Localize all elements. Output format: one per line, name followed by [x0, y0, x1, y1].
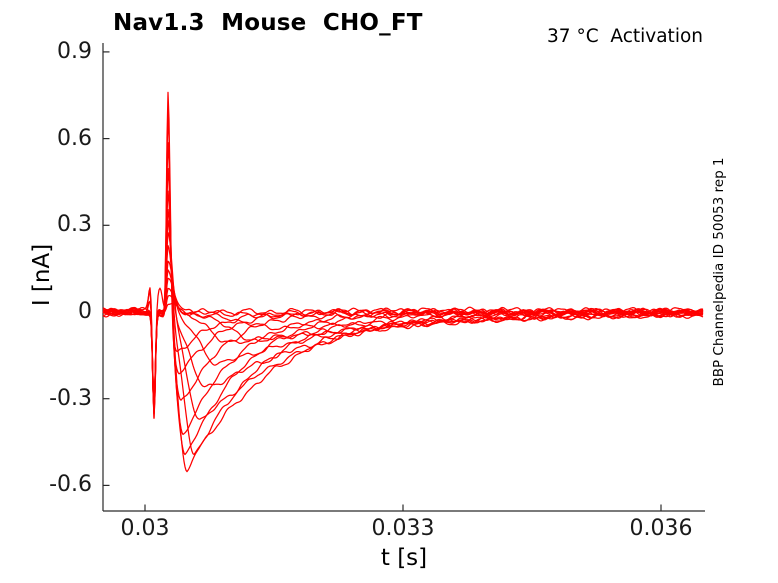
y-tick-label: 0.6: [57, 125, 92, 151]
trace-path: [102, 244, 704, 410]
trace-path: [102, 277, 703, 400]
x-tick-label: 0.033: [371, 516, 435, 541]
chart-title: Nav1.3 Mouse CHO_FT: [113, 10, 423, 36]
x-tick-label: 0.03: [120, 516, 170, 541]
trace-path: [102, 142, 704, 415]
y-tick-label: 0.9: [57, 38, 92, 64]
watermark-label: BBP Channelpedia ID 50053 rep 1: [711, 157, 727, 387]
trace-path: [102, 260, 704, 402]
current-traces: [102, 91, 704, 473]
x-axis-label: t [s]: [380, 545, 428, 571]
trace-path: [102, 167, 704, 436]
trace-path: [102, 91, 704, 419]
y-tick-label: 0.3: [57, 212, 92, 238]
y-tick-label: -0.6: [49, 472, 92, 498]
y-tick-label: -0.3: [49, 385, 92, 411]
trace-path: [103, 220, 704, 456]
y-tick-label: 0: [78, 299, 92, 324]
trace-path: [102, 113, 704, 419]
temperature-protocol-label: 37 °C Activation: [547, 26, 703, 47]
x-tick-label: 0.036: [629, 516, 693, 541]
trace-path: [102, 287, 704, 406]
y-axis-label: I [nA]: [29, 243, 55, 307]
trace-path: [102, 269, 704, 406]
